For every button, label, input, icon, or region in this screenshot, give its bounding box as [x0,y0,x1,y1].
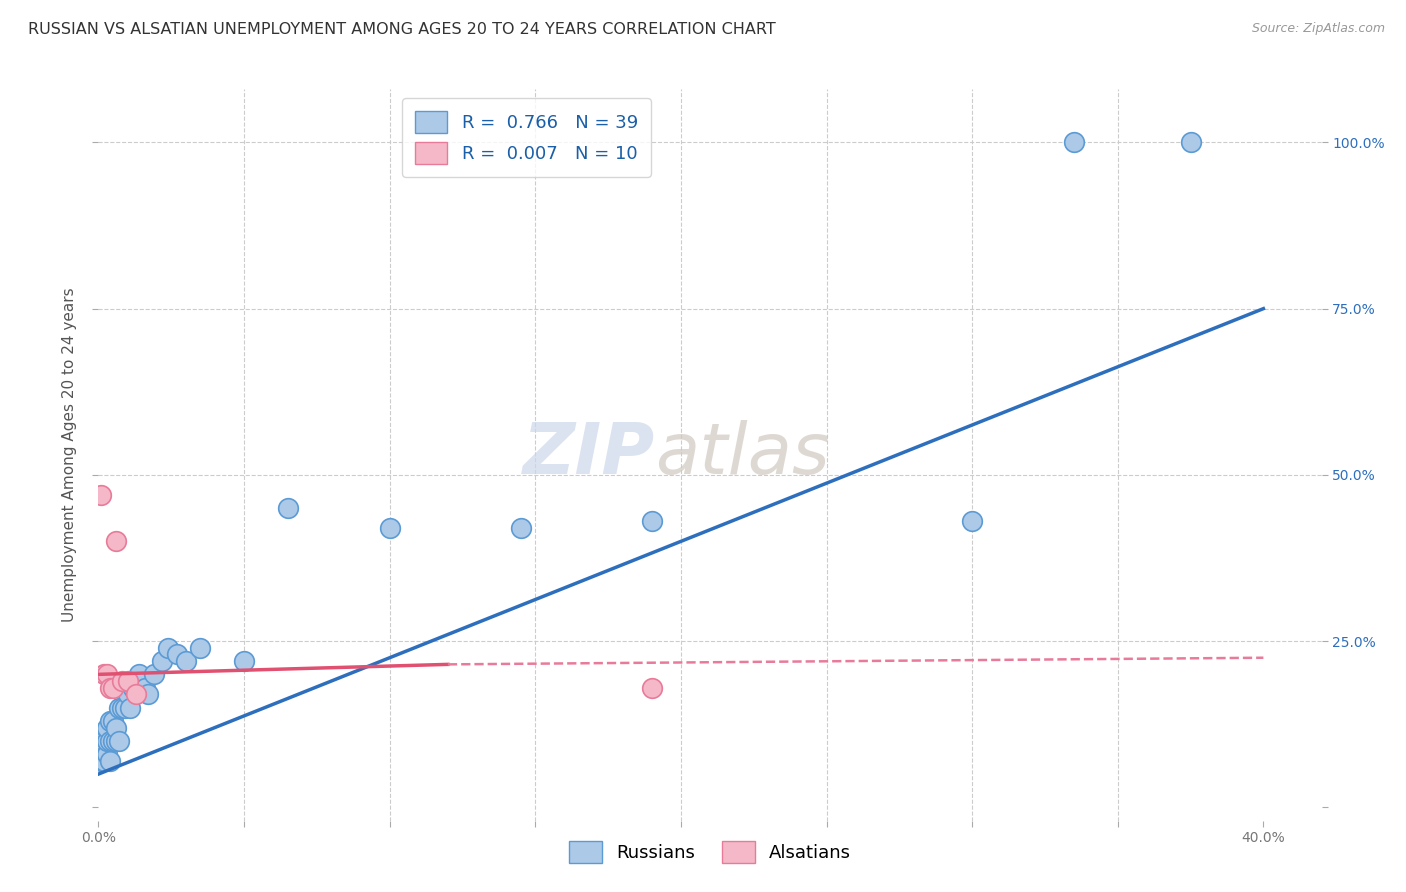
Point [90,754,112,768]
Text: atlas: atlas [655,420,830,490]
Point [152,654,174,668]
Point [188,640,212,655]
Point [117,687,139,701]
Point [90,734,112,748]
Point [98,714,121,728]
Point [125,681,148,695]
Legend: Russians, Alsatians: Russians, Alsatians [562,834,858,870]
Point [1063,136,1085,150]
Point [108,734,131,748]
Point [101,681,124,695]
Y-axis label: Unemployment Among Ages 20 to 24 years: Unemployment Among Ages 20 to 24 years [62,287,77,623]
Point [111,673,134,688]
Point [111,700,134,714]
Point [125,687,148,701]
Point [166,648,188,662]
Point [1180,136,1202,150]
Point [104,534,127,549]
Point [142,667,165,681]
Point [128,667,150,681]
Text: Source: ZipAtlas.com: Source: ZipAtlas.com [1251,22,1385,36]
Point [378,521,401,535]
Point [960,515,983,529]
Text: ZIP: ZIP [523,420,655,490]
Point [641,681,664,695]
Point [90,488,112,502]
Point [134,681,156,695]
Point [136,687,159,701]
Point [98,734,121,748]
Point [98,681,121,695]
Point [101,734,124,748]
Point [157,640,180,655]
Point [96,721,118,735]
Point [96,734,118,748]
Point [93,734,115,748]
Point [117,673,139,688]
Point [104,734,127,748]
Point [108,700,131,714]
Text: RUSSIAN VS ALSATIAN UNEMPLOYMENT AMONG AGES 20 TO 24 YEARS CORRELATION CHART: RUSSIAN VS ALSATIAN UNEMPLOYMENT AMONG A… [28,22,776,37]
Point [98,754,121,768]
Point [120,700,142,714]
Point [509,521,531,535]
Point [96,667,118,681]
Point [101,714,124,728]
Point [122,681,145,695]
Point [93,667,115,681]
Point [174,654,197,668]
Point [114,700,136,714]
Point [93,754,115,768]
Point [233,654,256,668]
Point [104,721,127,735]
Point [96,747,118,761]
Point [277,501,299,516]
Point [641,515,664,529]
